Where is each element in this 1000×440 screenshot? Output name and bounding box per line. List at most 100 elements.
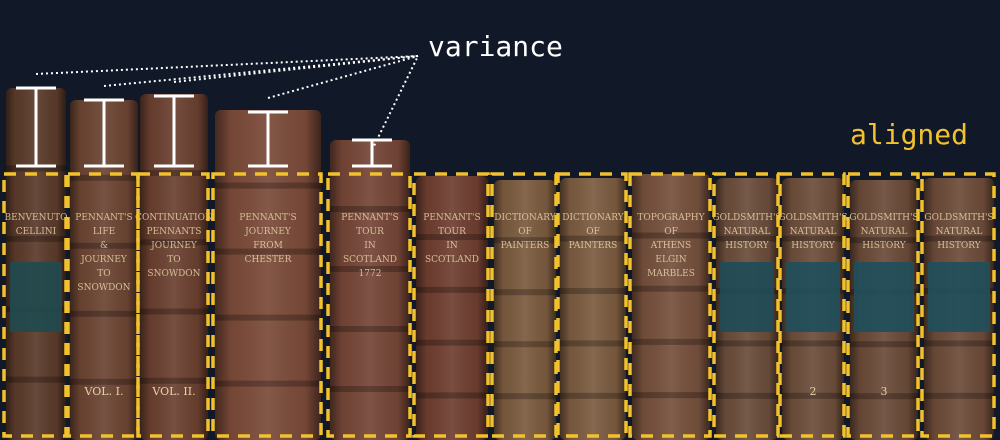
spine-band [924,235,994,242]
spine-shading [632,174,710,440]
spine-title: GOLDSMITH'S NATURAL HISTORY [778,213,847,251]
leader-line [103,55,419,87]
book-spine: DICTIONARY OF PAINTERS [494,180,557,440]
spine-band [716,235,778,242]
spine-band [632,285,710,292]
spine-title: PENNANT'S LIFE & JOURNEY TO SNOWDON [75,213,132,293]
spine-label-patch [854,262,914,332]
book-spine: DICTIONARY OF PAINTERS [560,178,626,440]
spine-band [215,248,321,255]
spine-band [632,392,710,399]
variance-marker [16,86,56,168]
spine-band [850,237,918,244]
spine-band [416,339,488,346]
variance-label: variance [428,30,563,63]
spine-shading [560,178,626,440]
spine-shading [494,180,556,440]
spine-volume: VOL. II. [151,385,195,398]
spine-band [782,340,844,347]
aligned-dashed-box [326,172,412,438]
spine-band [494,289,556,296]
spine-band [215,380,321,387]
spine-title: DICTIONARY OF PAINTERS [494,213,556,251]
spine-band [215,182,321,189]
spine-shading [215,110,321,440]
spine-band [850,393,918,400]
book-spine: GOLDSMITH'S NATURAL HISTORY [712,178,782,440]
spine-band [6,376,66,383]
spine-band [330,326,410,332]
spine-band [140,308,208,315]
book-spine: GOLDSMITH'S NATURAL HISTORY [924,178,994,440]
spine-title: PENNANT'S JOURNEY FROM CHESTER [239,213,296,265]
variance-marker [84,98,124,168]
spine-volume: 3 [881,385,888,398]
spine-band [716,340,778,347]
spine-label-patch [786,262,840,332]
book-spine: PENNANT'S TOUR IN SCOTLAND [416,176,488,440]
spine-band [140,377,208,384]
spine-shading [416,176,488,440]
spine-shading [140,94,208,440]
aligned-dashed-box [846,172,920,438]
book-spine: BENVENUTO CELLINI [5,88,68,440]
spine-band [782,235,844,242]
spine-band [560,235,626,242]
spine-title: PENNANT'S TOUR IN SCOTLAND 1772 [341,213,398,279]
spine-band [70,310,138,317]
variance-marker [248,110,288,168]
spine-band [494,393,556,400]
spine-volume: VOL. I. [84,385,124,398]
spine-title: PENNANT'S TOUR IN SCOTLAND [423,213,480,265]
spine-title: DICTIONARY OF PAINTERS [562,213,624,251]
variance-markers [16,86,392,168]
leader-line [173,55,419,83]
spine-band [330,266,410,272]
spine-shading [70,100,138,440]
book-spine: PENNANT'S LIFE & JOURNEY TO SNOWDON VOL. I. [70,100,138,440]
spine-band [560,340,626,347]
book-spine: GOLDSMITH'S NATURAL HISTORY 3 [849,180,919,440]
spine-band [215,314,321,321]
aligned-dashed-box [490,172,558,438]
spine-title: GOLDSMITH'S NATURAL HISTORY [849,213,918,251]
spine-band [416,286,488,293]
spine-band [560,288,626,295]
leader-line [267,55,419,99]
spine-band [494,237,556,244]
aligned-dashed-box [136,172,210,438]
spine-band [70,378,138,385]
aligned-dashed-box [556,172,628,438]
spine-band [494,341,556,348]
aligned-dashed-box [2,172,68,438]
spine-band [632,338,710,345]
spine-band [6,165,66,172]
aligned-dashed-box [712,172,780,438]
variance-marker [352,138,392,168]
spine-shading [330,140,410,440]
leader-line [35,55,419,75]
aligned-label: aligned [850,118,969,151]
aligned-dashed-box [778,172,846,438]
spine-band [140,170,208,177]
spine-band [330,386,410,392]
spine-title: TOPOGRAPHY OF ATHENS ELGIN MARBLES [637,213,705,279]
spine-band [330,206,410,212]
aligned-dashed-box [920,172,996,438]
spine-band [924,340,994,347]
book-spine: GOLDSMITH'S NATURAL HISTORY 2 [778,178,848,440]
spine-label-patch [720,262,774,332]
variance-leader-lines [35,55,419,151]
spine-title: BENVENUTO CELLINI [5,213,68,237]
book-spine: PENNANT'S TOUR IN SCOTLAND 1772 [330,140,410,440]
spine-band [632,232,710,239]
spine-title: GOLDSMITH'S NATURAL HISTORY [712,213,781,251]
spine-band [782,392,844,399]
leader-line [371,55,419,151]
spine-band [560,392,626,399]
spine-band [70,242,138,249]
spine-label-patch [928,262,990,332]
spine-band [416,234,488,241]
spine-title: CONTINUATION PENNANTS JOURNEY TO SNOWDON [135,213,213,279]
